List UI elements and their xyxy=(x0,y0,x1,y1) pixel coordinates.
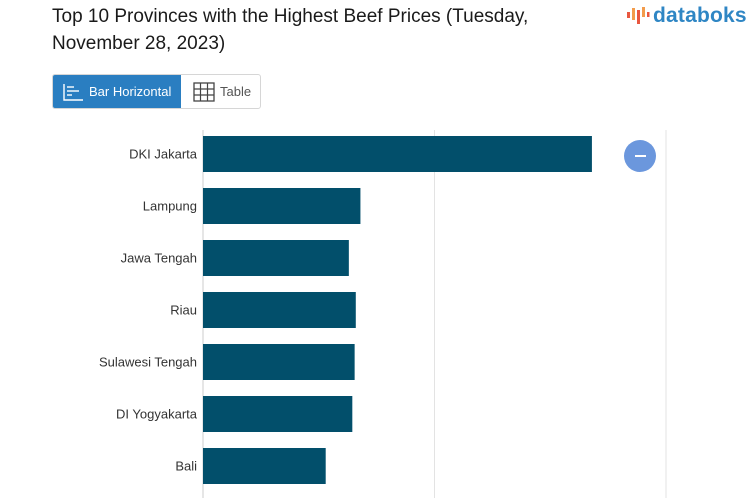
table-icon xyxy=(193,81,215,102)
bar-horizontal-button[interactable]: Bar Horizontal xyxy=(53,75,181,108)
logo-text: databoks xyxy=(653,4,747,27)
category-label: DI Yogyakarta xyxy=(116,407,198,422)
bar[interactable] xyxy=(203,188,361,224)
bar[interactable] xyxy=(203,240,349,276)
category-label: DKI Jakarta xyxy=(129,147,198,162)
bar[interactable] xyxy=(203,292,356,328)
table-label: Table xyxy=(220,84,252,99)
table-button[interactable]: Table xyxy=(181,75,260,108)
category-label: Lampung xyxy=(143,199,197,214)
collapse-button[interactable] xyxy=(624,140,656,172)
category-label: Jawa Tengah xyxy=(121,251,197,266)
bar[interactable] xyxy=(203,136,592,172)
bar[interactable] xyxy=(203,396,353,432)
bar-horizontal-icon xyxy=(63,83,83,101)
view-toggle: Bar Horizontal Table xyxy=(52,74,261,109)
bar-chart: DKI Jakarta Lampung Jawa Tengah Riau Sulawes… xyxy=(99,130,667,498)
category-label: Sulawesi Tengah xyxy=(99,355,197,370)
bar-horizontal-label: Bar Horizontal xyxy=(89,84,172,99)
bar[interactable] xyxy=(203,448,326,484)
logo-bars-icon xyxy=(627,7,650,24)
bar[interactable] xyxy=(203,344,355,380)
chart-title: Top 10 Provinces with the Highest Beef P… xyxy=(52,6,529,54)
category-label: Bali xyxy=(175,459,197,474)
minus-icon xyxy=(634,155,646,157)
databoks-logo: databoks xyxy=(626,4,747,28)
category-label: Riau xyxy=(170,303,197,318)
